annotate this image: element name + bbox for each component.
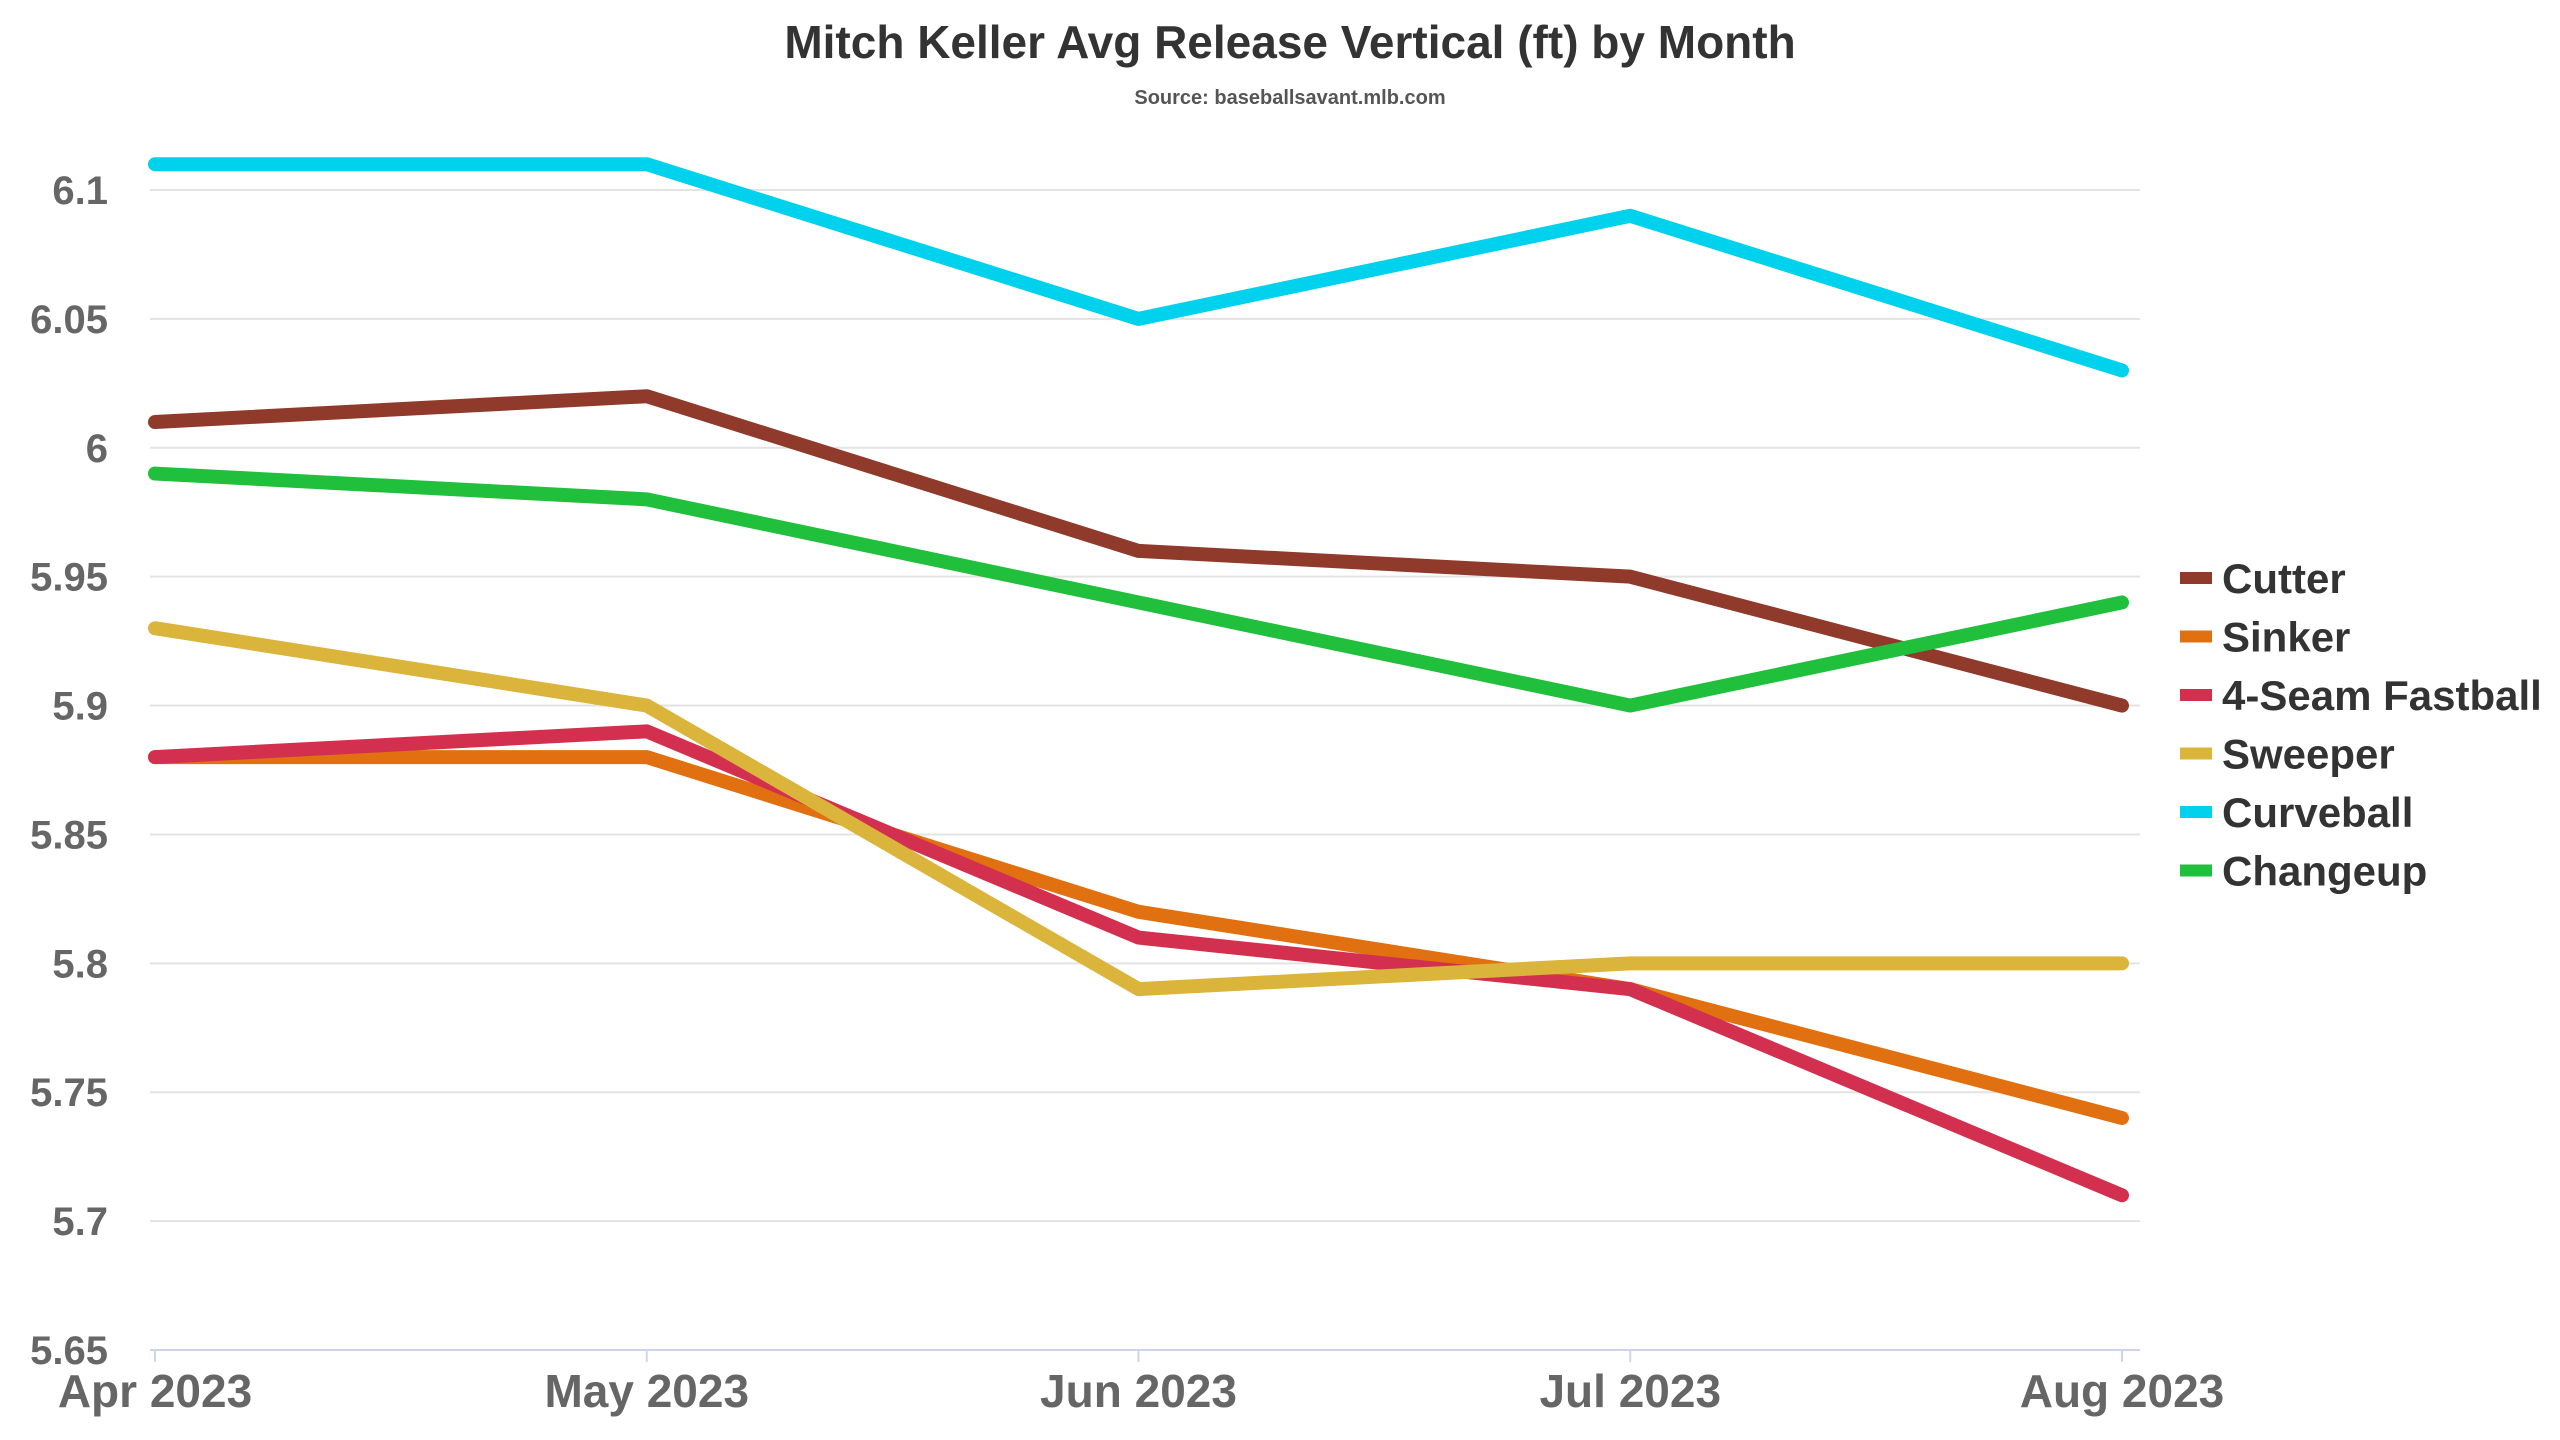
y-axis: 5.65 5.7 5.75 5.8 5.85 5.9 5.95 6 6.05 6.1 [30, 169, 108, 1373]
y-tick-label: 5.8 [52, 942, 108, 986]
y-tick-label: 6 [86, 427, 108, 471]
x-tick-label: Jun 2023 [1040, 1365, 1237, 1417]
series-lines [148, 157, 2129, 1203]
y-tick-label: 5.65 [30, 1329, 108, 1373]
legend-item-sinker[interactable]: Sinker [2222, 614, 2350, 661]
chart-subtitle: Source: baseballsavant.mlb.com [1134, 87, 1445, 109]
y-tick-label: 5.9 [52, 685, 108, 729]
series-line-sweeper[interactable] [148, 621, 2129, 997]
legend-item-curveball[interactable]: Curveball [2222, 789, 2413, 836]
x-tick-label: Apr 2023 [58, 1365, 252, 1417]
y-tick-label: 6.05 [30, 298, 108, 342]
series-line-4-seam-fastball[interactable] [148, 724, 2129, 1203]
legend-item-4-seam-fastball[interactable]: 4-Seam Fastball [2222, 672, 2542, 719]
legend: Cutter Sinker 4-Seam Fastball Sweeper Curveb… [2180, 555, 2542, 895]
y-tick-label: 5.85 [30, 813, 108, 857]
y-tick-label: 5.75 [30, 1071, 108, 1115]
series-line-sinker[interactable] [148, 750, 2129, 1125]
grid-lines [150, 189, 2140, 1223]
x-tick-label: Jul 2023 [1539, 1365, 1721, 1417]
legend-item-sweeper[interactable]: Sweeper [2222, 731, 2395, 778]
y-tick-label: 5.95 [30, 556, 108, 600]
x-tick-label: May 2023 [544, 1365, 749, 1417]
series-line-cutter[interactable] [148, 389, 2129, 713]
chart-title: Mitch Keller Avg Release Vertical (ft) b… [784, 16, 1795, 68]
series-line-curveball[interactable] [148, 157, 2129, 378]
legend-item-cutter[interactable]: Cutter [2222, 555, 2346, 602]
y-tick-label: 5.7 [52, 1200, 108, 1244]
legend-item-changeup[interactable]: Changeup [2222, 848, 2427, 895]
y-tick-label: 6.1 [52, 169, 108, 213]
series-line-changeup[interactable] [148, 466, 2129, 713]
x-tick-label: Aug 2023 [2020, 1365, 2225, 1417]
x-axis: Apr 2023 May 2023 Jun 2023 Jul 2023 Aug 2023 [58, 1349, 2225, 1417]
